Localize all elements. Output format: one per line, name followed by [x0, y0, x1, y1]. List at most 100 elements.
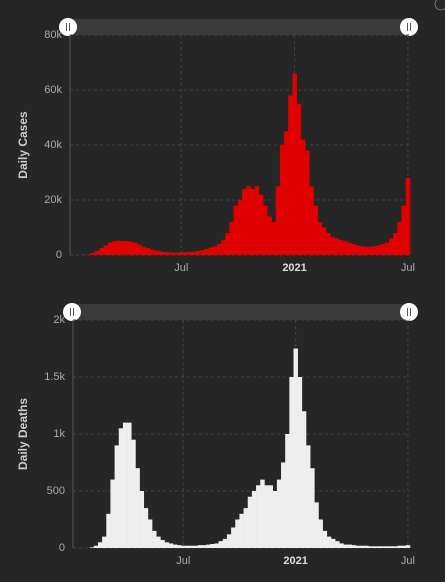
- bar: [156, 536, 161, 548]
- bar: [229, 222, 235, 255]
- bar: [301, 411, 307, 548]
- bar: [95, 250, 100, 255]
- bar: [110, 479, 115, 548]
- bar: [326, 536, 332, 548]
- bar: [222, 538, 228, 548]
- bar: [187, 251, 193, 255]
- bar: [285, 434, 290, 548]
- slider-handle[interactable]: [59, 18, 77, 36]
- bar: [289, 377, 294, 548]
- range-slider[interactable]: [68, 19, 410, 35]
- bar: [300, 139, 306, 255]
- x-tick-label: Jul: [401, 262, 415, 274]
- bar: [145, 248, 151, 255]
- bar: [226, 534, 232, 548]
- bar: [297, 377, 303, 548]
- y-tick-label: 1k: [53, 428, 65, 440]
- bar: [372, 246, 377, 255]
- bar: [293, 348, 298, 548]
- bar: [339, 543, 344, 548]
- bar: [380, 244, 386, 255]
- slider-handle[interactable]: [400, 18, 418, 36]
- bar: [137, 244, 142, 255]
- bar: [389, 238, 394, 255]
- bar: [127, 422, 132, 548]
- bar: [376, 245, 381, 255]
- bar: [376, 546, 382, 548]
- bar: [405, 178, 411, 255]
- bar: [355, 545, 361, 548]
- bar: [99, 248, 104, 255]
- y-axis-title: Daily Cases: [16, 111, 30, 179]
- bar: [314, 502, 319, 548]
- bar: [296, 103, 302, 255]
- bar: [116, 240, 121, 255]
- bar: [131, 439, 136, 548]
- range-slider[interactable]: [72, 304, 410, 320]
- bar: [355, 245, 360, 255]
- bar: [103, 245, 109, 255]
- bar: [347, 544, 353, 548]
- bar: [271, 222, 276, 255]
- bar: [183, 252, 188, 255]
- bar: [86, 254, 92, 255]
- bar: [313, 205, 318, 255]
- bar: [250, 189, 255, 255]
- bar: [305, 445, 311, 548]
- bar: [243, 508, 249, 548]
- bar: [135, 468, 140, 548]
- bar: [189, 545, 194, 548]
- bar: [102, 536, 107, 548]
- bar: [334, 238, 339, 255]
- bar: [330, 538, 336, 548]
- bar: [384, 242, 390, 255]
- bar: [132, 242, 138, 255]
- bar: [292, 73, 297, 255]
- bar: [147, 519, 153, 548]
- bar: [170, 252, 176, 255]
- bar: [368, 546, 373, 548]
- bar: [141, 246, 146, 255]
- bar: [401, 545, 407, 548]
- bar: [343, 544, 348, 548]
- bar: [380, 546, 386, 548]
- bar: [360, 545, 365, 548]
- bar: [195, 250, 201, 255]
- bar: [225, 233, 230, 255]
- y-tick-label: 1.5k: [44, 371, 65, 383]
- bar: [401, 205, 407, 255]
- corner-icon[interactable]: [434, 0, 445, 11]
- bar: [393, 546, 398, 548]
- bar: [317, 222, 323, 255]
- bar: [397, 222, 402, 255]
- bar: [305, 150, 310, 255]
- bar: [120, 241, 125, 255]
- bar: [181, 545, 186, 548]
- slider-handle[interactable]: [400, 303, 418, 321]
- bar: [200, 250, 205, 255]
- bar: [318, 519, 323, 548]
- bar: [284, 131, 289, 255]
- bar: [330, 237, 335, 255]
- bar: [212, 246, 218, 255]
- bar: [258, 194, 264, 255]
- bar: [216, 244, 222, 255]
- y-tick-label: 60k: [44, 84, 62, 96]
- bar: [97, 542, 103, 548]
- y-axis-title: Daily Deaths: [16, 398, 30, 470]
- bar: [338, 239, 344, 255]
- bar: [288, 95, 293, 255]
- bar: [351, 545, 357, 548]
- bar: [267, 216, 272, 255]
- y-tick-label: 0: [59, 542, 65, 554]
- bar: [242, 189, 247, 255]
- bar: [153, 250, 159, 255]
- bar: [310, 468, 315, 548]
- bar: [90, 252, 96, 255]
- bar: [351, 244, 356, 255]
- bar: [235, 519, 240, 548]
- slider-handle[interactable]: [63, 303, 81, 321]
- bar: [124, 240, 130, 255]
